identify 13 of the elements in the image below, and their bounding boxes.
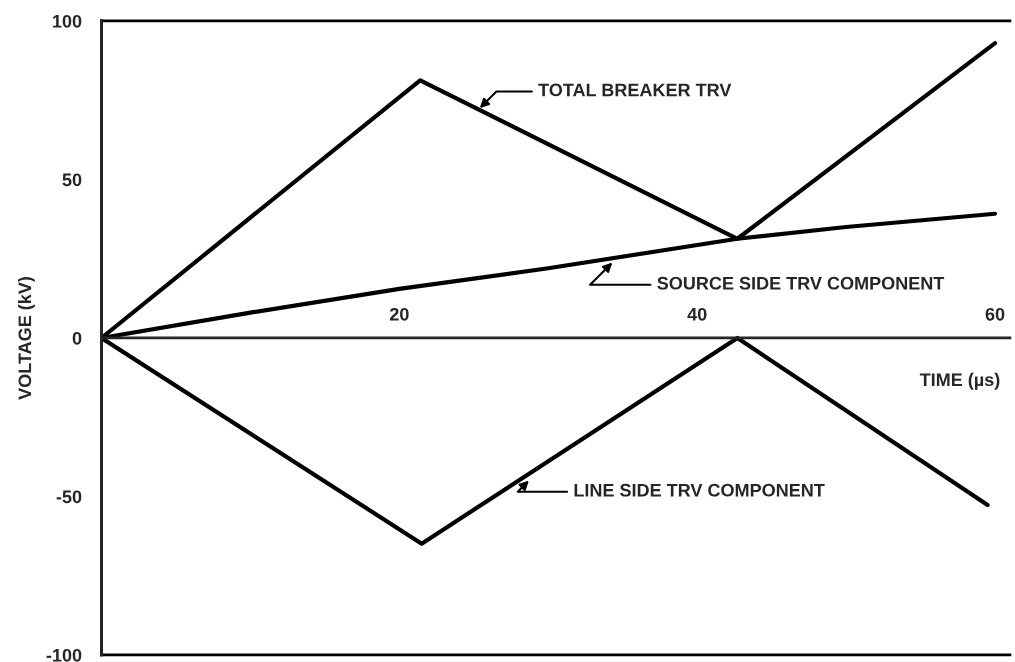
x-tick-label: 60 bbox=[985, 307, 1005, 321]
y-tick-label: 100 bbox=[53, 14, 82, 28]
x-axis-title: TIME (µs) bbox=[919, 372, 1000, 390]
x-tick-label: 40 bbox=[687, 307, 707, 321]
y-tick-label: 0 bbox=[72, 331, 82, 345]
x-tick-label: 20 bbox=[389, 307, 409, 321]
y-tick-label: 50 bbox=[62, 173, 82, 187]
annotation: LINE SIDE TRV COMPONENT bbox=[574, 483, 825, 497]
annotation: TOTAL BREAKER TRV bbox=[538, 83, 732, 97]
y-tick-label: -100 bbox=[46, 648, 82, 662]
y-tick-label: -50 bbox=[56, 490, 82, 504]
annotation: SOURCE SIDE TRV COMPONENT bbox=[657, 276, 945, 290]
y-axis-title: VOLTAGE (kV) bbox=[17, 277, 35, 400]
